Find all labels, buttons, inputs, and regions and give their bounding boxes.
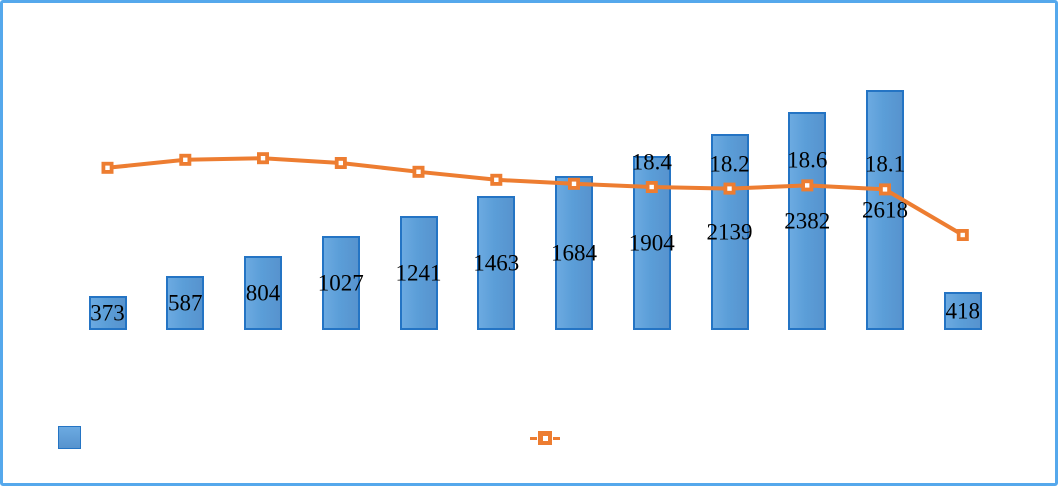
bar-value-label: 1904 [628, 230, 675, 256]
line-marker-center [416, 169, 421, 174]
plot-area: 373 587 804 1027 1241 1463 1684 1904 2139 2382 261… [3, 3, 1055, 483]
bar [943, 291, 982, 330]
bar [88, 295, 127, 330]
line-marker-center [260, 156, 266, 161]
line-marker-center [183, 157, 188, 162]
bar [244, 256, 282, 330]
line-value-label: 18.4 [631, 149, 672, 175]
bar-value-label: 587 [168, 290, 203, 316]
bar-value-label: 1241 [395, 260, 442, 286]
line-marker [956, 229, 969, 241]
bar-value-label: 804 [245, 280, 281, 306]
line-marker [101, 161, 114, 174]
bar-value-label: 1684 [551, 240, 597, 266]
bar-value-label: 418 [945, 298, 981, 324]
bar [166, 276, 205, 330]
line-marker [412, 165, 425, 178]
line-value-label: 18.6 [787, 147, 828, 173]
bar-value-label: 2618 [862, 197, 908, 223]
trend-line [107, 156, 964, 237]
bar-value-label: 1463 [473, 250, 520, 276]
line-marker-center [105, 165, 110, 170]
bar-value-label: 373 [90, 300, 125, 326]
bar-value-label: 2139 [706, 219, 753, 245]
bar-value-label: 2382 [784, 208, 831, 234]
line-marker [490, 173, 503, 186]
line-marker-center [494, 177, 499, 182]
line-marker [334, 157, 347, 169]
line-value-label: 18.1 [864, 151, 906, 177]
line-marker-center [960, 232, 965, 238]
line-marker [179, 153, 192, 166]
line-marker [257, 152, 269, 165]
bar [321, 235, 360, 330]
line-marker-center [338, 160, 343, 166]
bar-value-label: 1027 [317, 270, 364, 296]
line-value-label: 18.2 [709, 151, 750, 177]
